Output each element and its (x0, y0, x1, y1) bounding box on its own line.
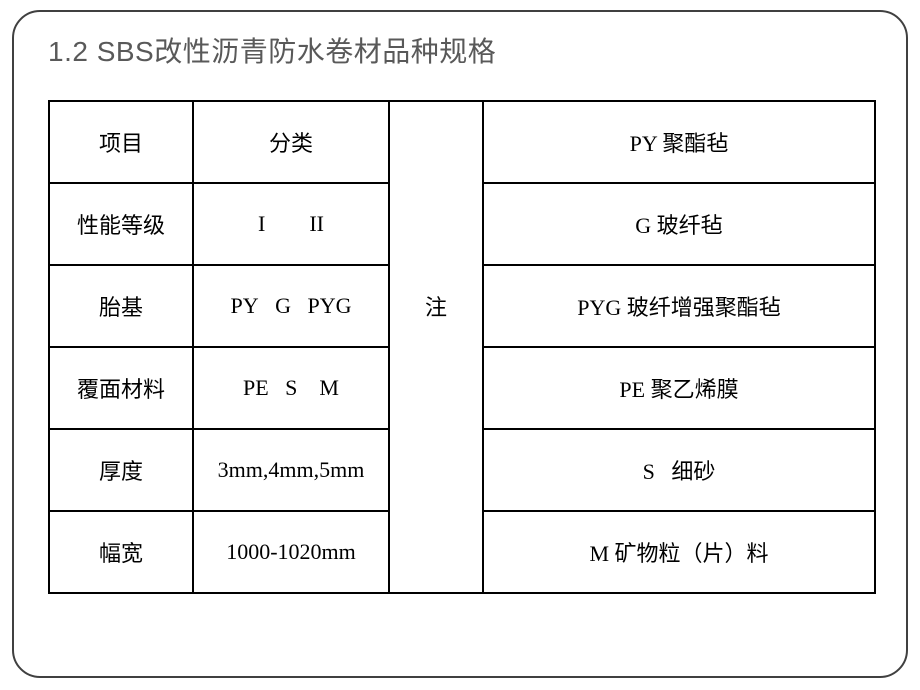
cell-width-label: 幅宽 (49, 511, 193, 593)
cell-pe: PE 聚乙烯膜 (483, 347, 875, 429)
table-row: 厚度 3mm,4mm,5mm S 细砂 (49, 429, 875, 511)
slide-title: 1.2 SBS改性沥青防水卷材品种规格 (48, 30, 496, 70)
cell-thickness-value: 3mm,4mm,5mm (193, 429, 389, 511)
cell-note-col (389, 429, 483, 511)
cell-base-label: 胎基 (49, 265, 193, 347)
cell-base-value: PY G PYG (193, 265, 389, 347)
cell-width-value: 1000-1020mm (193, 511, 389, 593)
table-row: 覆面材料 PE S M PE 聚乙烯膜 (49, 347, 875, 429)
cell-py: PY 聚酯毡 (483, 101, 875, 183)
spec-table: 项目 分类 PY 聚酯毡 性能等级 I II G 玻纤毡 胎基 PY G PYG… (48, 100, 876, 594)
cell-project-label: 项目 (49, 101, 193, 183)
cell-category-label: 分类 (193, 101, 389, 183)
table-row: 幅宽 1000-1020mm M 矿物粒（片）料 (49, 511, 875, 593)
cell-thickness-label: 厚度 (49, 429, 193, 511)
cell-cover-label: 覆面材料 (49, 347, 193, 429)
cell-g: G 玻纤毡 (483, 183, 875, 265)
cell-cover-value: PE S M (193, 347, 389, 429)
cell-grade-value: I II (193, 183, 389, 265)
slide: 1.2 SBS改性沥青防水卷材品种规格 项目 分类 PY 聚酯毡 性能等级 I … (0, 0, 920, 690)
cell-note-col (389, 183, 483, 265)
table-row: 性能等级 I II G 玻纤毡 (49, 183, 875, 265)
cell-note-label: 注 (389, 265, 483, 347)
cell-note-col (389, 511, 483, 593)
cell-m: M 矿物粒（片）料 (483, 511, 875, 593)
cell-note-col (389, 101, 483, 183)
table-row: 胎基 PY G PYG 注 PYG 玻纤增强聚酯毡 (49, 265, 875, 347)
cell-pyg: PYG 玻纤增强聚酯毡 (483, 265, 875, 347)
cell-note-col (389, 347, 483, 429)
cell-s: S 细砂 (483, 429, 875, 511)
cell-grade-label: 性能等级 (49, 183, 193, 265)
table-row: 项目 分类 PY 聚酯毡 (49, 101, 875, 183)
